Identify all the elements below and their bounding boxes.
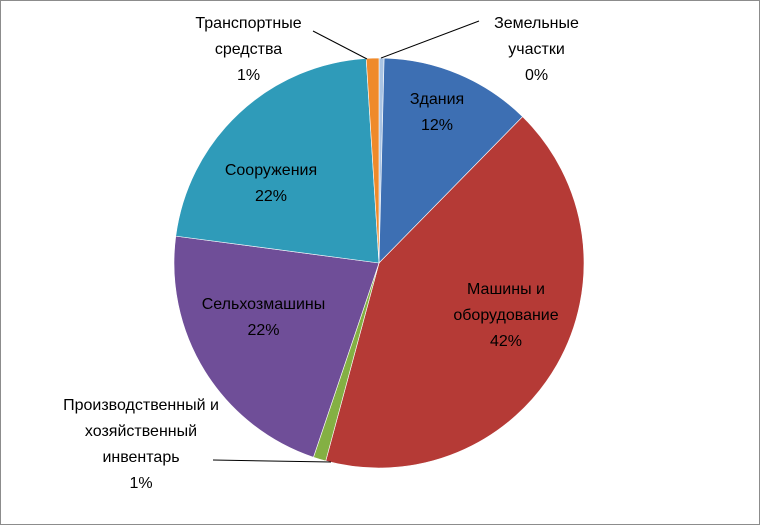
data-label: Земельные участки 0% xyxy=(479,11,594,89)
data-label: Транспортные средства 1% xyxy=(171,11,326,89)
data-label: Сооружения 22% xyxy=(196,158,346,210)
leader-line xyxy=(212,459,332,463)
pie-slice xyxy=(173,235,380,458)
value-label: 22% xyxy=(254,188,288,205)
pie-slice xyxy=(325,116,585,469)
value-label: 1% xyxy=(129,475,153,492)
category-label: Сооружения xyxy=(224,162,318,179)
category-label: Земельные участки xyxy=(494,15,579,58)
category-label: Транспортные средства xyxy=(195,15,302,58)
category-label: Производственный и хозяйственный инвента… xyxy=(63,397,219,466)
value-label: 42% xyxy=(489,333,523,350)
leader-line xyxy=(312,30,368,60)
data-label: Машины и оборудование 42% xyxy=(431,277,581,355)
category-label: Здания xyxy=(409,91,465,108)
category-label: Машины и оборудование xyxy=(453,281,559,324)
data-label: Здания 12% xyxy=(381,87,493,139)
data-label: Сельхозмашины 22% xyxy=(181,292,346,344)
pie-slice xyxy=(378,57,524,264)
value-label: 22% xyxy=(247,322,280,339)
category-label: Сельхозмашины xyxy=(201,296,326,313)
data-label: Производственный и хозяйственный инвента… xyxy=(63,393,219,497)
leader-line xyxy=(380,20,480,59)
value-label: 12% xyxy=(420,117,454,134)
value-label: 0% xyxy=(524,67,549,84)
pie-slice xyxy=(175,58,380,264)
value-label: 1% xyxy=(236,67,261,84)
